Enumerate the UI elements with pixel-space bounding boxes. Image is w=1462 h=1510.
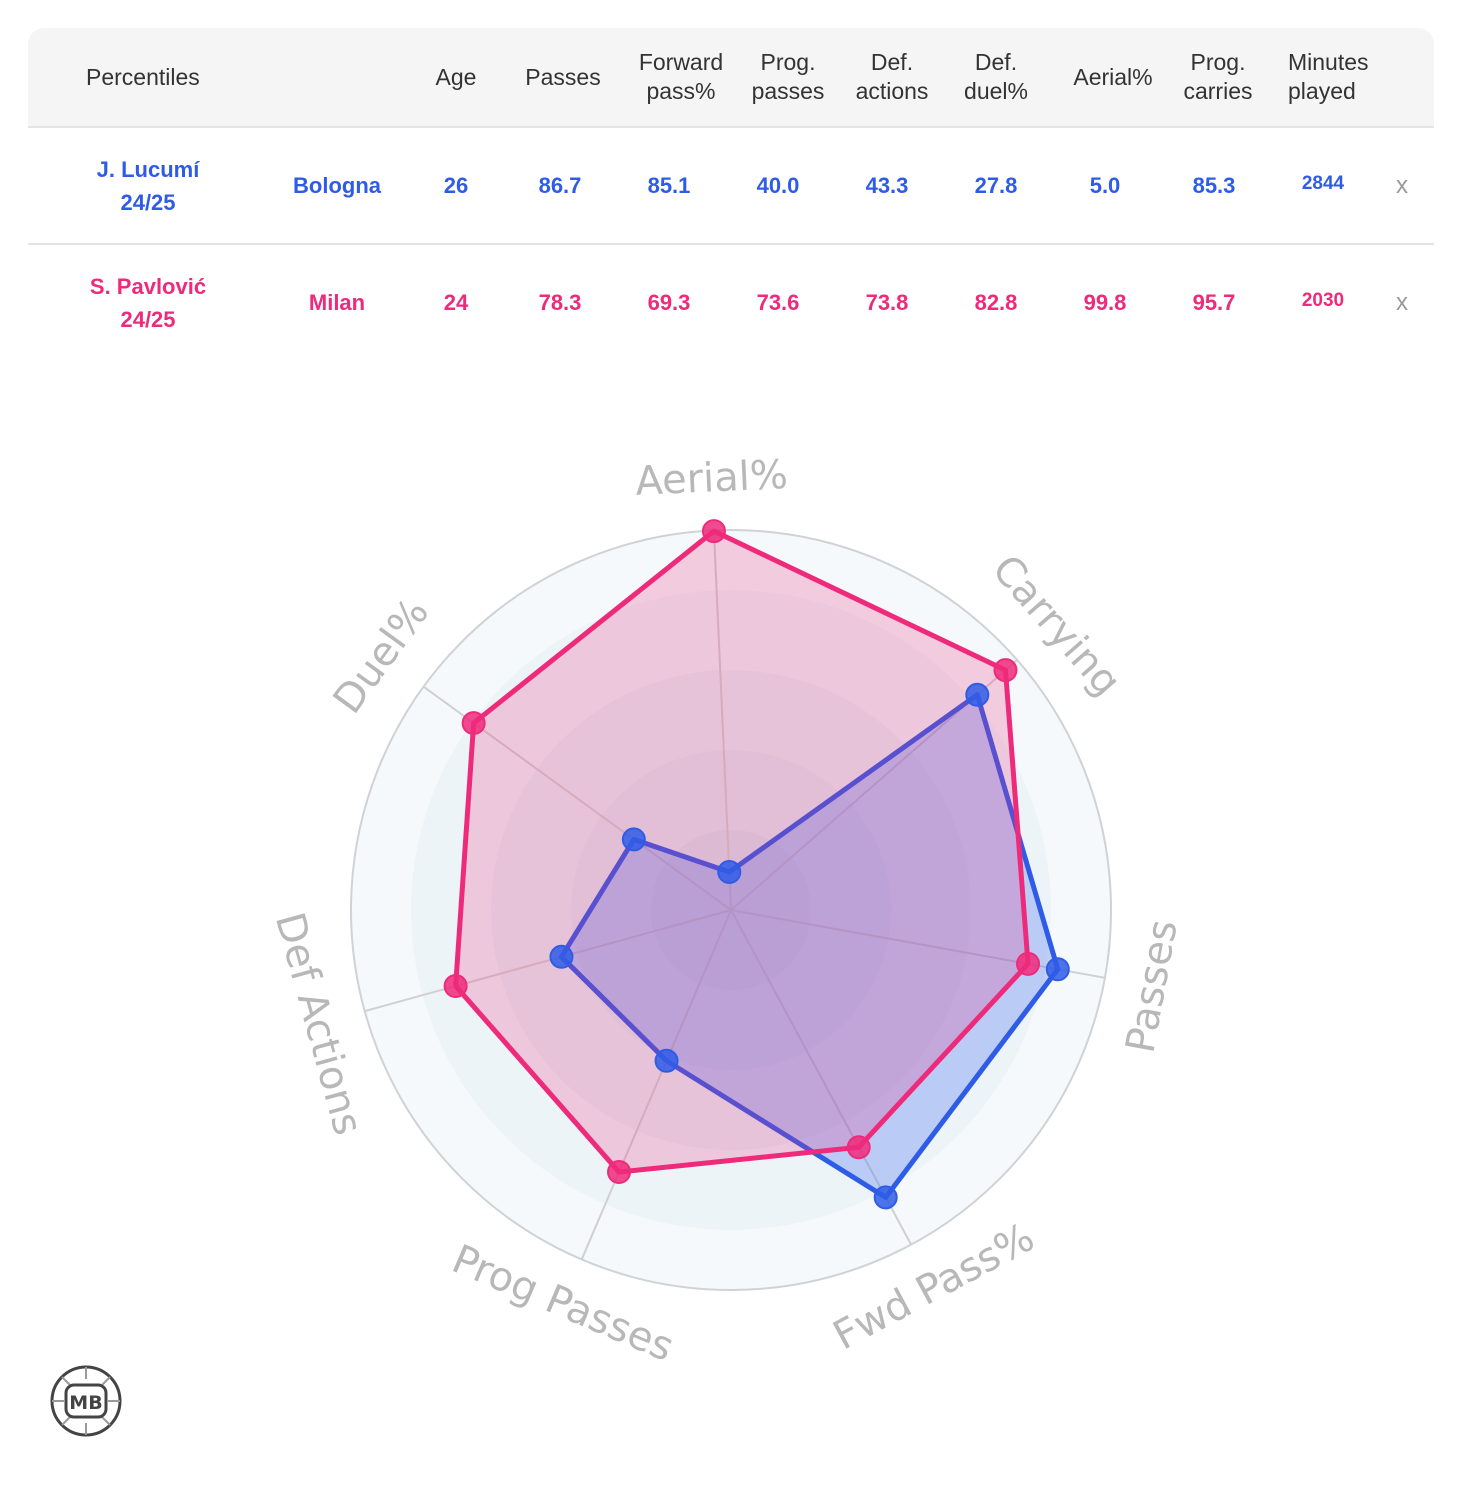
aerial-cell: 5.0 bbox=[1089, 173, 1121, 198]
def-duel-cell: 27.8 bbox=[974, 173, 1018, 198]
series-point[interactable] bbox=[549, 944, 574, 969]
series-point[interactable] bbox=[873, 1185, 898, 1210]
series-point[interactable] bbox=[965, 682, 990, 707]
passes-cell: 78.3 bbox=[538, 290, 582, 315]
header-minutes: Minutes played bbox=[1288, 49, 1369, 104]
def-actions-cell: 73.8 bbox=[865, 290, 909, 315]
prog-passes-cell: 73.6 bbox=[756, 290, 800, 315]
age-cell: 26 bbox=[443, 173, 469, 198]
header-age: Age bbox=[435, 63, 477, 90]
header-forward-pass: Forward pass% bbox=[638, 49, 724, 104]
player-season: 24/25 bbox=[120, 306, 176, 332]
def-duel-cell: 82.8 bbox=[974, 290, 1018, 315]
forward-pass-cell: 69.3 bbox=[647, 290, 691, 315]
remove-player-button[interactable]: x bbox=[1396, 289, 1408, 316]
series-point[interactable] bbox=[443, 974, 468, 999]
prog-passes-cell: 40.0 bbox=[756, 173, 800, 198]
player-cell[interactable]: J. Lucumí 24/25 bbox=[68, 128, 228, 243]
header-prog-passes: Prog. passes bbox=[751, 49, 825, 104]
axis-label: Passes bbox=[1118, 916, 1187, 1056]
series-point[interactable] bbox=[1045, 957, 1070, 982]
prog-carries-cell: 85.3 bbox=[1192, 173, 1236, 198]
header-percentiles: Percentiles bbox=[86, 63, 200, 90]
series-point[interactable] bbox=[717, 860, 742, 885]
table-header: Percentiles Age Passes Forward pass% Pro… bbox=[28, 28, 1434, 128]
table-row: S. Pavlović 24/25 Milan 24 78.3 69.3 73.6… bbox=[28, 245, 1434, 360]
header-def-actions: Def. actions bbox=[855, 49, 929, 104]
age-cell: 24 bbox=[443, 290, 469, 315]
table-row: J. Lucumí 24/25 Bologna 26 86.7 85.1 40.0… bbox=[28, 128, 1434, 245]
series-point[interactable] bbox=[654, 1048, 679, 1073]
forward-pass-cell: 85.1 bbox=[647, 173, 691, 198]
series-polygon bbox=[453, 528, 1031, 1175]
series-point[interactable] bbox=[607, 1160, 632, 1185]
mb-logo: MB bbox=[50, 1365, 122, 1437]
aerial-cell: 99.8 bbox=[1083, 290, 1127, 315]
radar-spoke bbox=[730, 909, 1106, 979]
def-actions-cell: 43.3 bbox=[865, 173, 909, 198]
comparison-table: Percentiles Age Passes Forward pass% Pro… bbox=[28, 28, 1434, 360]
series-point[interactable] bbox=[846, 1135, 871, 1160]
series-point[interactable] bbox=[1016, 951, 1041, 976]
radar-spoke bbox=[364, 909, 732, 1013]
header-aerial: Aerial% bbox=[1073, 63, 1153, 90]
passes-cell: 86.7 bbox=[538, 173, 582, 198]
series-point[interactable] bbox=[621, 827, 646, 852]
logo-text: MB bbox=[69, 1392, 102, 1414]
prog-carries-cell: 95.7 bbox=[1192, 290, 1236, 315]
minutes-cell: 2030 bbox=[1301, 290, 1345, 311]
header-passes: Passes bbox=[525, 63, 601, 90]
team-cell: Milan bbox=[308, 290, 366, 315]
player-cell[interactable]: S. Pavlović 24/25 bbox=[68, 245, 228, 360]
team-cell: Bologna bbox=[293, 173, 381, 198]
minutes-cell: 2844 bbox=[1301, 173, 1345, 194]
series-polygon bbox=[558, 692, 1061, 1200]
header-prog-carries: Prog. carries bbox=[1183, 49, 1253, 104]
axis-label: Aerial% bbox=[634, 452, 788, 505]
player-name: S. Pavlović bbox=[89, 273, 207, 299]
player-season: 24/25 bbox=[120, 189, 176, 215]
header-def-duel: Def. duel% bbox=[964, 49, 1028, 104]
radar-spoke bbox=[712, 530, 732, 911]
header-team bbox=[282, 28, 392, 126]
series-point[interactable] bbox=[993, 658, 1018, 683]
series-point[interactable] bbox=[461, 711, 486, 736]
player-name: J. Lucumí bbox=[96, 156, 200, 182]
series-point[interactable] bbox=[701, 519, 726, 544]
remove-player-button[interactable]: x bbox=[1396, 172, 1408, 199]
radar-spoke bbox=[580, 909, 732, 1260]
